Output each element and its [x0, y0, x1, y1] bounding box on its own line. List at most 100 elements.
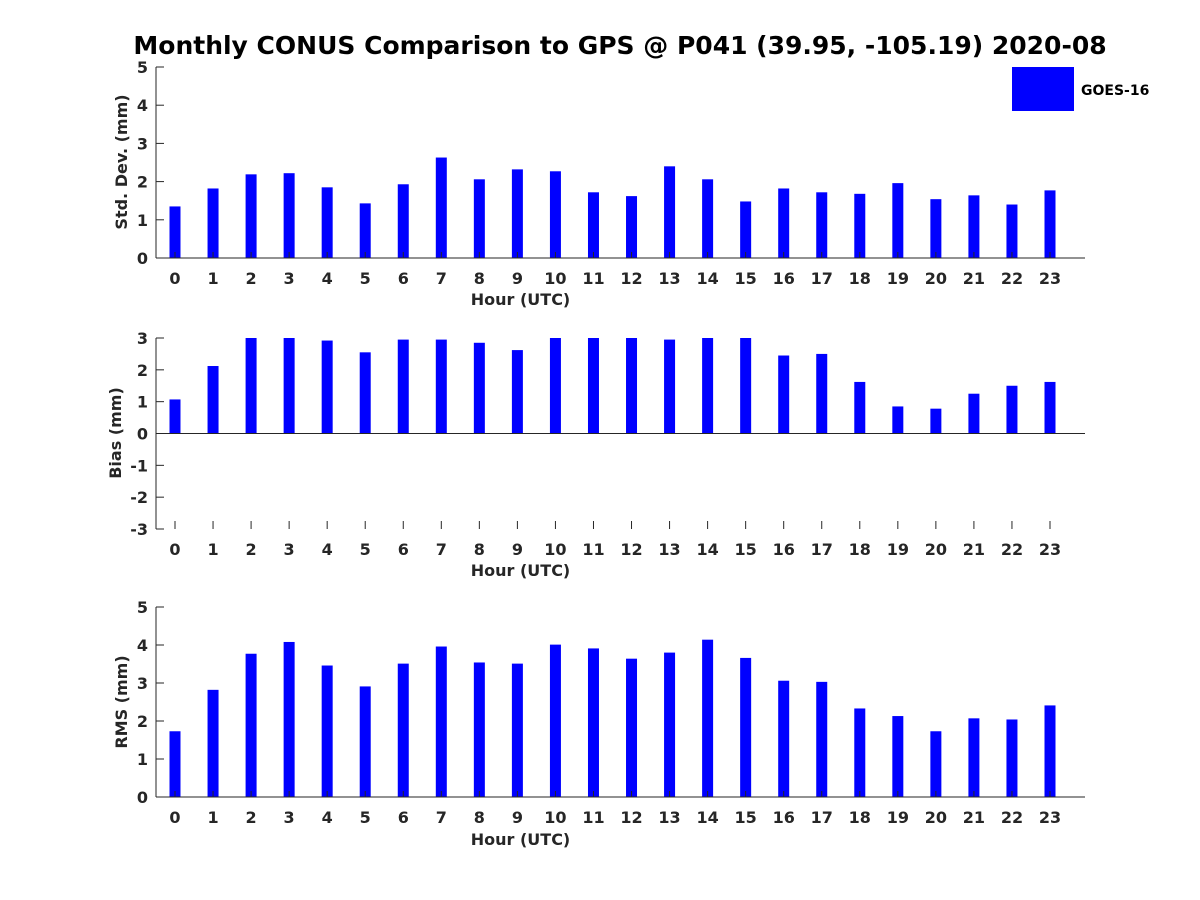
x-tick-label: 17 — [811, 540, 833, 559]
bar-1-hour-6 — [397, 339, 409, 434]
x-axis-label: Hour (UTC) — [471, 561, 571, 580]
bar-0-hour-13 — [664, 166, 676, 258]
bar-0-hour-8 — [473, 179, 485, 258]
y-tick-label: -3 — [130, 520, 148, 539]
bar-0-hour-22 — [1006, 204, 1018, 258]
bar-2-hour-23 — [1044, 705, 1056, 797]
bar-2-hour-13 — [664, 652, 676, 797]
y-tick-label: 1 — [137, 393, 148, 412]
y-tick-label: 2 — [137, 712, 148, 731]
x-tick-label: 12 — [620, 269, 642, 288]
x-axis-label: Hour (UTC) — [471, 830, 571, 849]
x-tick-label: 18 — [849, 540, 871, 559]
bar-1-hour-17 — [816, 353, 828, 434]
x-tick-label: 0 — [169, 808, 180, 827]
bar-0-hour-5 — [359, 203, 371, 258]
x-tick-label: 15 — [735, 808, 757, 827]
x-tick-label: 21 — [963, 808, 985, 827]
bar-0-hour-23 — [1044, 190, 1056, 258]
y-tick-label: 5 — [137, 58, 148, 77]
x-tick-label: 22 — [1001, 269, 1023, 288]
x-tick-label: 15 — [735, 540, 757, 559]
x-tick-label: 23 — [1039, 269, 1061, 288]
x-tick-label: 0 — [169, 540, 180, 559]
bar-1-hour-9 — [511, 350, 523, 434]
x-tick-label: 16 — [773, 269, 795, 288]
x-tick-label: 6 — [398, 269, 409, 288]
x-tick-label: 2 — [246, 540, 257, 559]
bar-0-hour-16 — [778, 188, 790, 258]
x-tick-label: 7 — [436, 540, 447, 559]
x-tick-label: 17 — [811, 808, 833, 827]
bar-1-hour-19 — [892, 406, 904, 434]
bar-1-hour-20 — [930, 408, 942, 434]
bar-0-hour-14 — [702, 179, 714, 258]
y-tick-label: 2 — [137, 173, 148, 192]
x-tick-label: 21 — [963, 269, 985, 288]
y-tick-label: 1 — [137, 750, 148, 769]
bar-0-hour-1 — [207, 188, 219, 258]
x-tick-label: 16 — [773, 808, 795, 827]
y-tick-label: -2 — [130, 488, 148, 507]
x-tick-label: 14 — [696, 540, 718, 559]
x-tick-label: 21 — [963, 540, 985, 559]
x-tick-label: 22 — [1001, 540, 1023, 559]
bar-1-hour-13 — [664, 339, 676, 434]
x-tick-label: 12 — [620, 540, 642, 559]
y-axis-label: Std. Dev. (mm) — [112, 94, 131, 229]
bar-2-hour-10 — [549, 644, 561, 797]
x-tick-label: 10 — [544, 808, 566, 827]
bar-0-hour-6 — [397, 184, 409, 258]
x-tick-label: 7 — [436, 808, 447, 827]
y-tick-label: 0 — [137, 425, 148, 444]
bar-1-hour-14 — [702, 338, 714, 434]
bar-0-hour-2 — [245, 174, 257, 258]
bar-2-hour-3 — [283, 641, 295, 797]
bar-1-hour-7 — [435, 339, 447, 434]
x-tick-label: 11 — [582, 808, 604, 827]
x-tick-label: 17 — [811, 269, 833, 288]
bar-2-hour-9 — [511, 663, 523, 797]
legend: GOES-16 — [1012, 67, 1149, 111]
x-tick-label: 1 — [207, 808, 218, 827]
x-tick-label: 8 — [474, 808, 485, 827]
bar-2-hour-15 — [740, 657, 752, 797]
bar-0-hour-10 — [549, 171, 561, 258]
bar-0-hour-21 — [968, 195, 980, 258]
bar-2-hour-0 — [169, 731, 181, 797]
x-tick-label: 1 — [207, 540, 218, 559]
bar-2-hour-8 — [473, 662, 485, 797]
x-tick-label: 3 — [284, 808, 295, 827]
x-tick-label: 11 — [582, 540, 604, 559]
bar-2-hour-17 — [816, 681, 828, 797]
x-tick-label: 6 — [398, 540, 409, 559]
bar-0-hour-12 — [626, 196, 638, 258]
x-tick-label: 23 — [1039, 540, 1061, 559]
bar-1-hour-22 — [1006, 385, 1018, 434]
bar-2-hour-16 — [778, 680, 790, 797]
x-tick-label: 1 — [207, 269, 218, 288]
y-tick-label: 0 — [137, 249, 148, 268]
bar-1-hour-15 — [740, 338, 752, 434]
x-tick-label: 19 — [887, 808, 909, 827]
bar-0-hour-19 — [892, 183, 904, 258]
y-tick-label: 2 — [137, 361, 148, 380]
bar-2-hour-22 — [1006, 719, 1018, 797]
bar-1-hour-10 — [549, 338, 561, 434]
bar-0-hour-7 — [435, 157, 447, 258]
bar-0-hour-17 — [816, 192, 828, 258]
x-tick-label: 8 — [474, 269, 485, 288]
x-tick-label: 4 — [322, 269, 333, 288]
bar-2-hour-12 — [626, 658, 638, 797]
x-tick-label: 22 — [1001, 808, 1023, 827]
x-tick-label: 5 — [360, 540, 371, 559]
y-tick-label: -1 — [130, 456, 148, 475]
bar-2-hour-18 — [854, 708, 866, 797]
x-tick-label: 7 — [436, 269, 447, 288]
x-tick-label: 20 — [925, 540, 947, 559]
bar-0-hour-4 — [321, 187, 333, 258]
x-tick-label: 10 — [544, 540, 566, 559]
figure-title: Monthly CONUS Comparison to GPS @ P041 (… — [133, 31, 1106, 60]
